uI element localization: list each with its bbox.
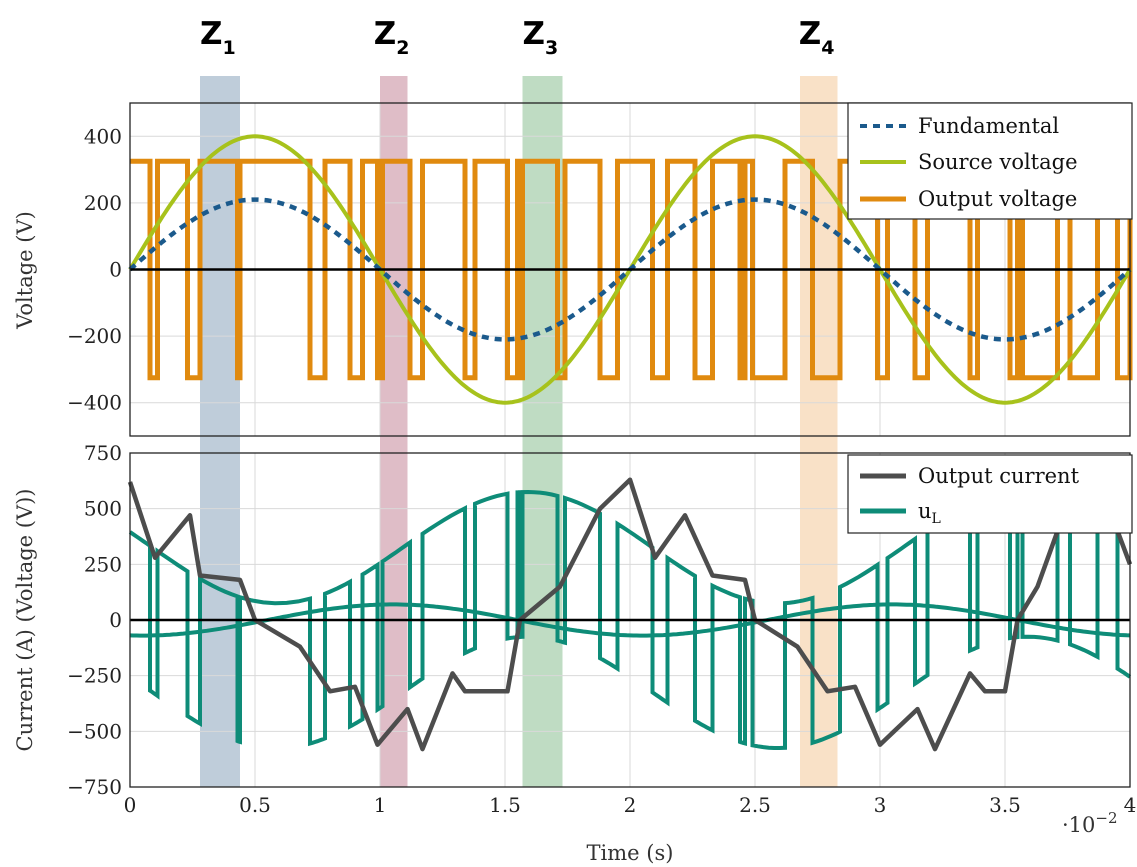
zone-label-2: Z2: [374, 16, 410, 59]
legend-label-fundamental: Fundamental: [918, 114, 1059, 138]
plot-frame-top: [129, 102, 1131, 437]
zone-label-4: Z4: [799, 16, 835, 59]
x-axis-title: Time (s): [587, 841, 674, 865]
top-y-tick-label: 200: [84, 191, 122, 215]
top-y-tick-label: 0: [109, 258, 122, 282]
bottom-y-tick-label: 750: [84, 441, 122, 465]
bottom-y-tick-label: 250: [84, 552, 122, 576]
x-tick-label: 2: [624, 793, 637, 817]
bottom-y-tick-label: 0: [109, 608, 122, 632]
zone-highlights: Z1 Z2 Z3 Z4: [200, 16, 838, 787]
legend-label-ul: uL: [918, 499, 941, 527]
bottom-y-tick-label: −750: [67, 775, 122, 799]
bottom-y-tick-label: 500: [84, 497, 122, 521]
legend-top: Fundamental Source voltage Output voltag…: [847, 102, 1133, 220]
legend-bottom: Output current uL: [847, 454, 1133, 534]
x-tick-label: 3: [874, 793, 887, 817]
top-y-tick-label: −400: [67, 391, 122, 415]
series-output-current: [127, 477, 1133, 752]
legend-bottom-box: [847, 454, 1133, 534]
series-ul: [128, 489, 1132, 750]
x-tick-label: 2.5: [739, 793, 771, 817]
bottom-y-axis-title: Current (A) (Voltage (V)): [13, 488, 37, 751]
bottom-y-tick-label: −500: [67, 719, 122, 743]
zone-label-1: Z1: [200, 16, 236, 59]
top-y-tick-label: 400: [84, 124, 122, 148]
zone-band-1: [200, 76, 240, 787]
x-tick-label: 0.5: [239, 793, 271, 817]
series-ul-fundamental: [129, 602, 1131, 638]
x-tick-label: 0: [124, 793, 137, 817]
x-tick-label: 1: [374, 793, 387, 817]
x-axis-multiplier: ·10−2: [1062, 809, 1118, 837]
legend-label-output-current: Output current: [918, 464, 1080, 488]
top-y-tick-label: −200: [67, 324, 122, 348]
legend-label-source-voltage: Source voltage: [918, 150, 1078, 174]
x-tick-label: 4: [1124, 793, 1137, 817]
legend-label-output-voltage: Output voltage: [918, 187, 1077, 211]
plot-frame-bottom: [129, 452, 1131, 788]
top-y-axis-title: Voltage (V): [13, 211, 37, 330]
bottom-y-tick-label: −250: [67, 664, 122, 688]
x-tick-label: 1.5: [489, 793, 521, 817]
x-tick-label: 3.5: [989, 793, 1021, 817]
zone-label-3: Z3: [523, 16, 559, 59]
